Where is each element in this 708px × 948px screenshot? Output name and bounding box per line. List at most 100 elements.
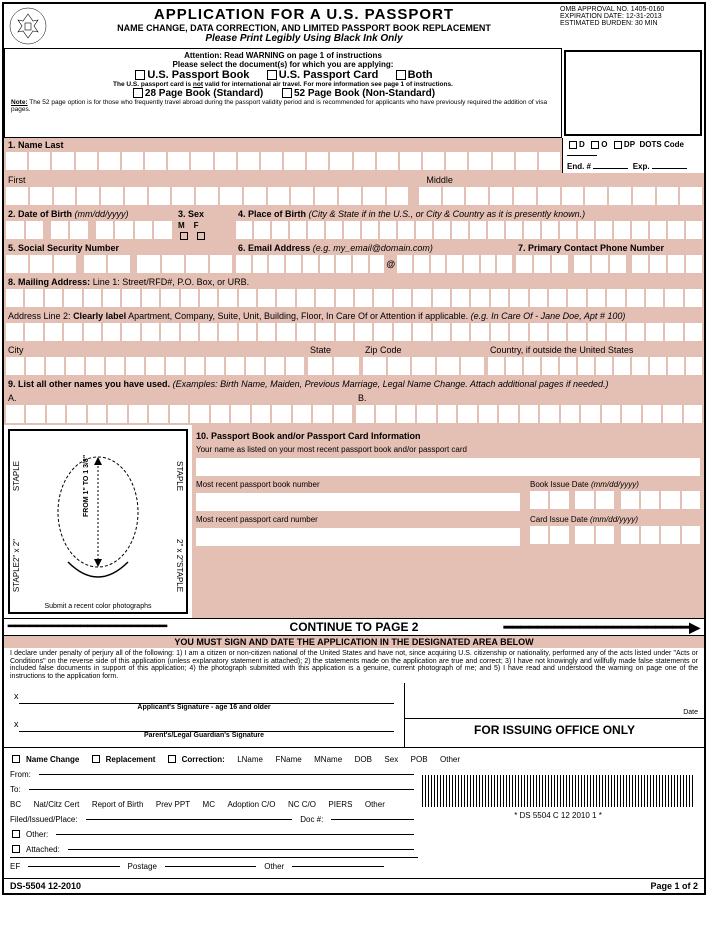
checkbox-d[interactable] [569,141,577,149]
label-pob: 4. Place of Birth [238,209,306,219]
checkbox-dp[interactable] [614,141,622,149]
cells-mailing2[interactable] [4,323,704,343]
cells-zip[interactable] [361,357,486,377]
checkbox-attached[interactable] [12,845,20,853]
omb-expiration: EXPIRATION DATE: 12-31-2013 [560,13,700,20]
photo-dots-col [562,48,704,138]
filed-line[interactable] [86,819,293,820]
other-names-row: 9. List all other names you have used. (… [4,377,704,425]
pi-card-date-field[interactable] [530,526,700,544]
checkbox-card[interactable] [267,70,277,80]
checkbox-both[interactable] [396,70,406,80]
staple-tl: STAPLE [12,461,21,491]
form-number: DS-5504 12-2010 [10,881,81,891]
city-state-zip-row: City State Zip Code Country, if outside … [4,343,704,377]
cells-city[interactable] [4,357,306,377]
declaration-text: I declare under penalty of perjury all o… [4,648,704,683]
top-row: Attention: Read WARNING on page 1 of ins… [4,48,704,138]
opt-book: U.S. Passport Book [147,69,249,81]
title: APPLICATION FOR A U.S. PASSPORT [48,6,560,23]
cells-name-b[interactable] [354,405,704,425]
photo-frame: STAPLE STAPLE 2" x 2" 2" x 2" STAPLE STA… [8,429,188,614]
staple-tr: STAPLE [175,461,184,491]
label-mailing: 8. Mailing Address: [8,277,90,287]
label-email: 6. Email Address [238,243,310,253]
signature-area: x Applicant's Signature - age 16 and old… [4,683,704,747]
instruction: Please Print Legibly Using Black Ink Onl… [48,33,560,44]
opt-both: Both [408,69,433,81]
checkbox-28page[interactable] [133,88,143,98]
postage-line[interactable] [165,866,256,867]
cells-pob[interactable] [234,221,704,241]
checkbox-m[interactable] [180,232,188,240]
attached-line[interactable] [68,849,414,850]
doc-line[interactable] [331,819,414,820]
omb-approval: OMB APPROVAL NO. 1405-0160 [560,6,700,13]
label-name-last: 1. Name Last [4,138,562,152]
checkbox-replacement[interactable] [92,755,100,763]
first-middle-row: First Middle [4,173,704,207]
us-seal-icon [8,6,48,46]
label-country: Country, if outside the United States [486,343,704,357]
applicant-sig-caption: Applicant's Signature - age 16 and older [14,704,394,711]
label-zip: Zip Code [361,343,486,357]
label-state: State [306,343,361,357]
photo-section: STAPLE STAPLE 2" x 2" 2" x 2" STAPLE STA… [4,425,704,618]
cells-last[interactable] [4,152,562,172]
to-line[interactable] [29,789,414,790]
pi-name-label: Your name as listed on your most recent … [196,443,700,456]
pi-card-num-field[interactable] [196,528,520,546]
checkbox-other[interactable] [12,830,20,838]
issuing-office-label: FOR ISSUING OFFICE ONLY [405,719,704,741]
other-line[interactable] [56,834,414,835]
from-line[interactable] [39,774,414,775]
dots-code-field[interactable] [567,155,597,156]
barcode-text: * DS 5504 C 12 2010 1 * [422,811,694,820]
dob-sex-pob-row: 2. Date of Birth (mm/dd/yyyy) 3. Sex M F… [4,207,704,241]
pi-name-field[interactable] [196,458,700,476]
checkbox-o[interactable] [591,141,599,149]
end-field[interactable] [593,168,628,169]
attention-text: Attention: Read WARNING on page 1 of ins… [11,51,555,60]
omb-block: OMB APPROVAL NO. 1405-0160 EXPIRATION DA… [560,6,700,27]
label-city: City [4,343,306,357]
pi-card-num-label: Most recent passport card number [196,513,520,526]
arrow-left-icon: ━━━━━━━━━━━━━━━━━━━━━━ [8,619,167,633]
checkbox-correction[interactable] [168,755,176,763]
opt-card: U.S. Passport Card [279,69,379,81]
header: APPLICATION FOR A U.S. PASSPORT NAME CHA… [4,4,704,48]
date-box[interactable]: Date [405,683,704,719]
other2-line[interactable] [292,866,383,867]
dim-l: 2" x 2" [12,539,21,562]
barcode-area: * DS 5504 C 12 2010 1 * [418,767,698,874]
cells-dob[interactable] [4,221,174,241]
exp-field[interactable] [652,168,687,169]
checkbox-f[interactable] [197,232,205,240]
opt-52: 52 Page Book (Non-Standard) [294,88,435,99]
cells-mailing1[interactable] [4,289,704,309]
label-other-names: 9. List all other names you have used. [8,379,170,389]
checkbox-namechange[interactable] [12,755,20,763]
office-section: Name Change Replacement Correction: LNam… [4,747,704,878]
cells-name-a[interactable] [4,405,354,425]
ssn-email-phone-row: 5. Social Security Number 6. Email Addre… [4,241,704,275]
cells-ssn[interactable] [4,255,234,275]
pi-book-date-field[interactable] [530,491,700,509]
selection-box: Attention: Read WARNING on page 1 of ins… [4,48,562,138]
label-middle: Middle [422,173,704,187]
checkbox-52page[interactable] [282,88,292,98]
label-dob: 2. Date of Birth [8,209,72,219]
cells-first-middle[interactable] [4,187,704,207]
cells-email[interactable]: @ [234,255,514,275]
label-ssn: 5. Social Security Number [4,241,234,255]
pi-book-num-field[interactable] [196,493,520,511]
checkbox-book[interactable] [135,70,145,80]
cells-country[interactable] [486,357,704,377]
cells-phone[interactable] [514,255,704,275]
cells-state[interactable] [306,357,361,377]
label-sex: 3. Sex [174,207,234,221]
guardian-sig-caption: Parent's/Legal Guardian's Signature [14,732,394,739]
ef-line[interactable] [28,866,119,867]
date-label: Date [683,709,698,716]
footer: DS-5504 12-2010 Page 1 of 2 [4,878,704,893]
